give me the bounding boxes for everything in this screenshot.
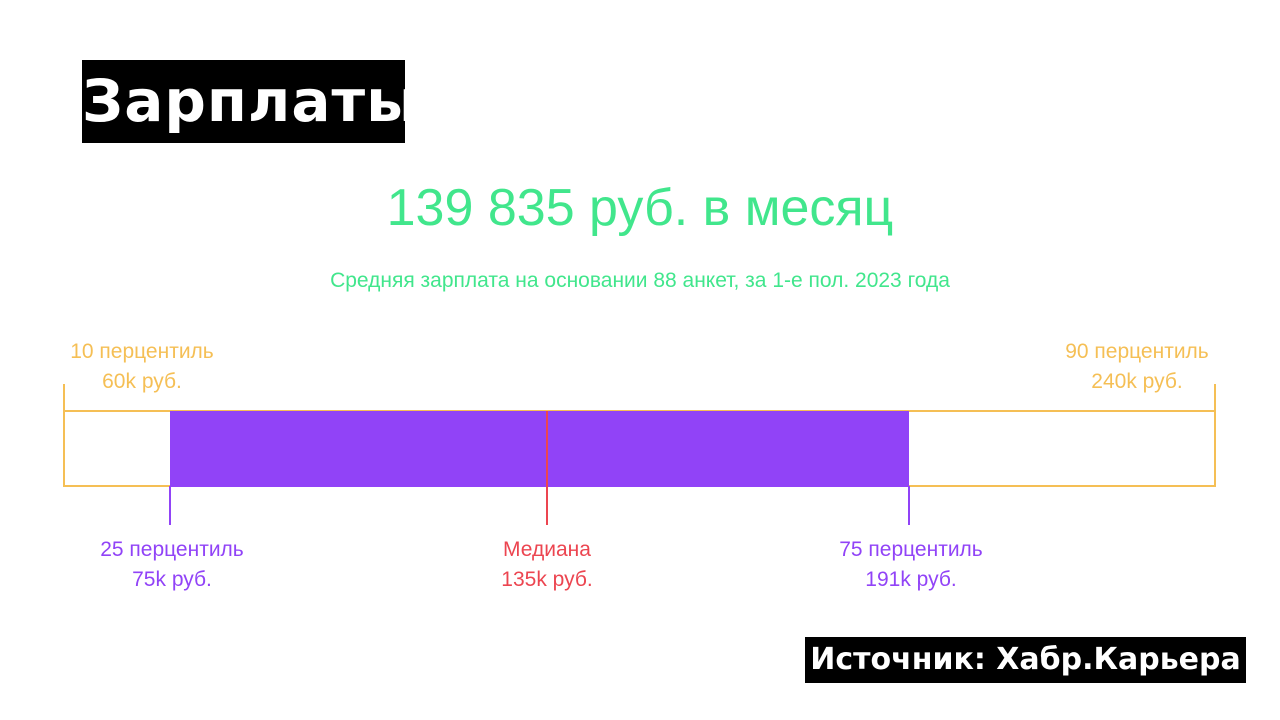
median-label: Медиана 135k руб.	[437, 535, 657, 595]
average-salary-subtitle: Средняя зарплата на основании 88 анкет, …	[330, 269, 950, 292]
interquartile-box	[170, 411, 909, 487]
average-salary-headline: 139 835 руб. в месяц	[386, 179, 894, 237]
median-name: Медиана	[503, 538, 591, 561]
p90-value: 240k руб.	[1091, 370, 1183, 393]
source-caption: Источник: Хабр.Карьера	[805, 637, 1246, 683]
p75-name: 75 перцентиль	[839, 538, 983, 561]
p10-value: 60k руб.	[102, 370, 182, 393]
p25-label: 25 перцентиль 75k руб.	[62, 535, 282, 595]
p75-label: 75 перцентиль 191k руб.	[801, 535, 1021, 595]
median-value: 135k руб.	[501, 568, 593, 591]
p10-label: 10 перцентиль 60k руб.	[32, 337, 252, 397]
p25-name: 25 перцентиль	[100, 538, 244, 561]
p10-name: 10 перцентиль	[70, 340, 214, 363]
page-title: Зарплаты	[82, 60, 419, 143]
p90-label: 90 перцентиль 240k руб.	[1027, 337, 1247, 397]
p90-name: 90 перцентиль	[1065, 340, 1209, 363]
p75-value: 191k руб.	[865, 568, 957, 591]
p25-value: 75k руб.	[132, 568, 212, 591]
